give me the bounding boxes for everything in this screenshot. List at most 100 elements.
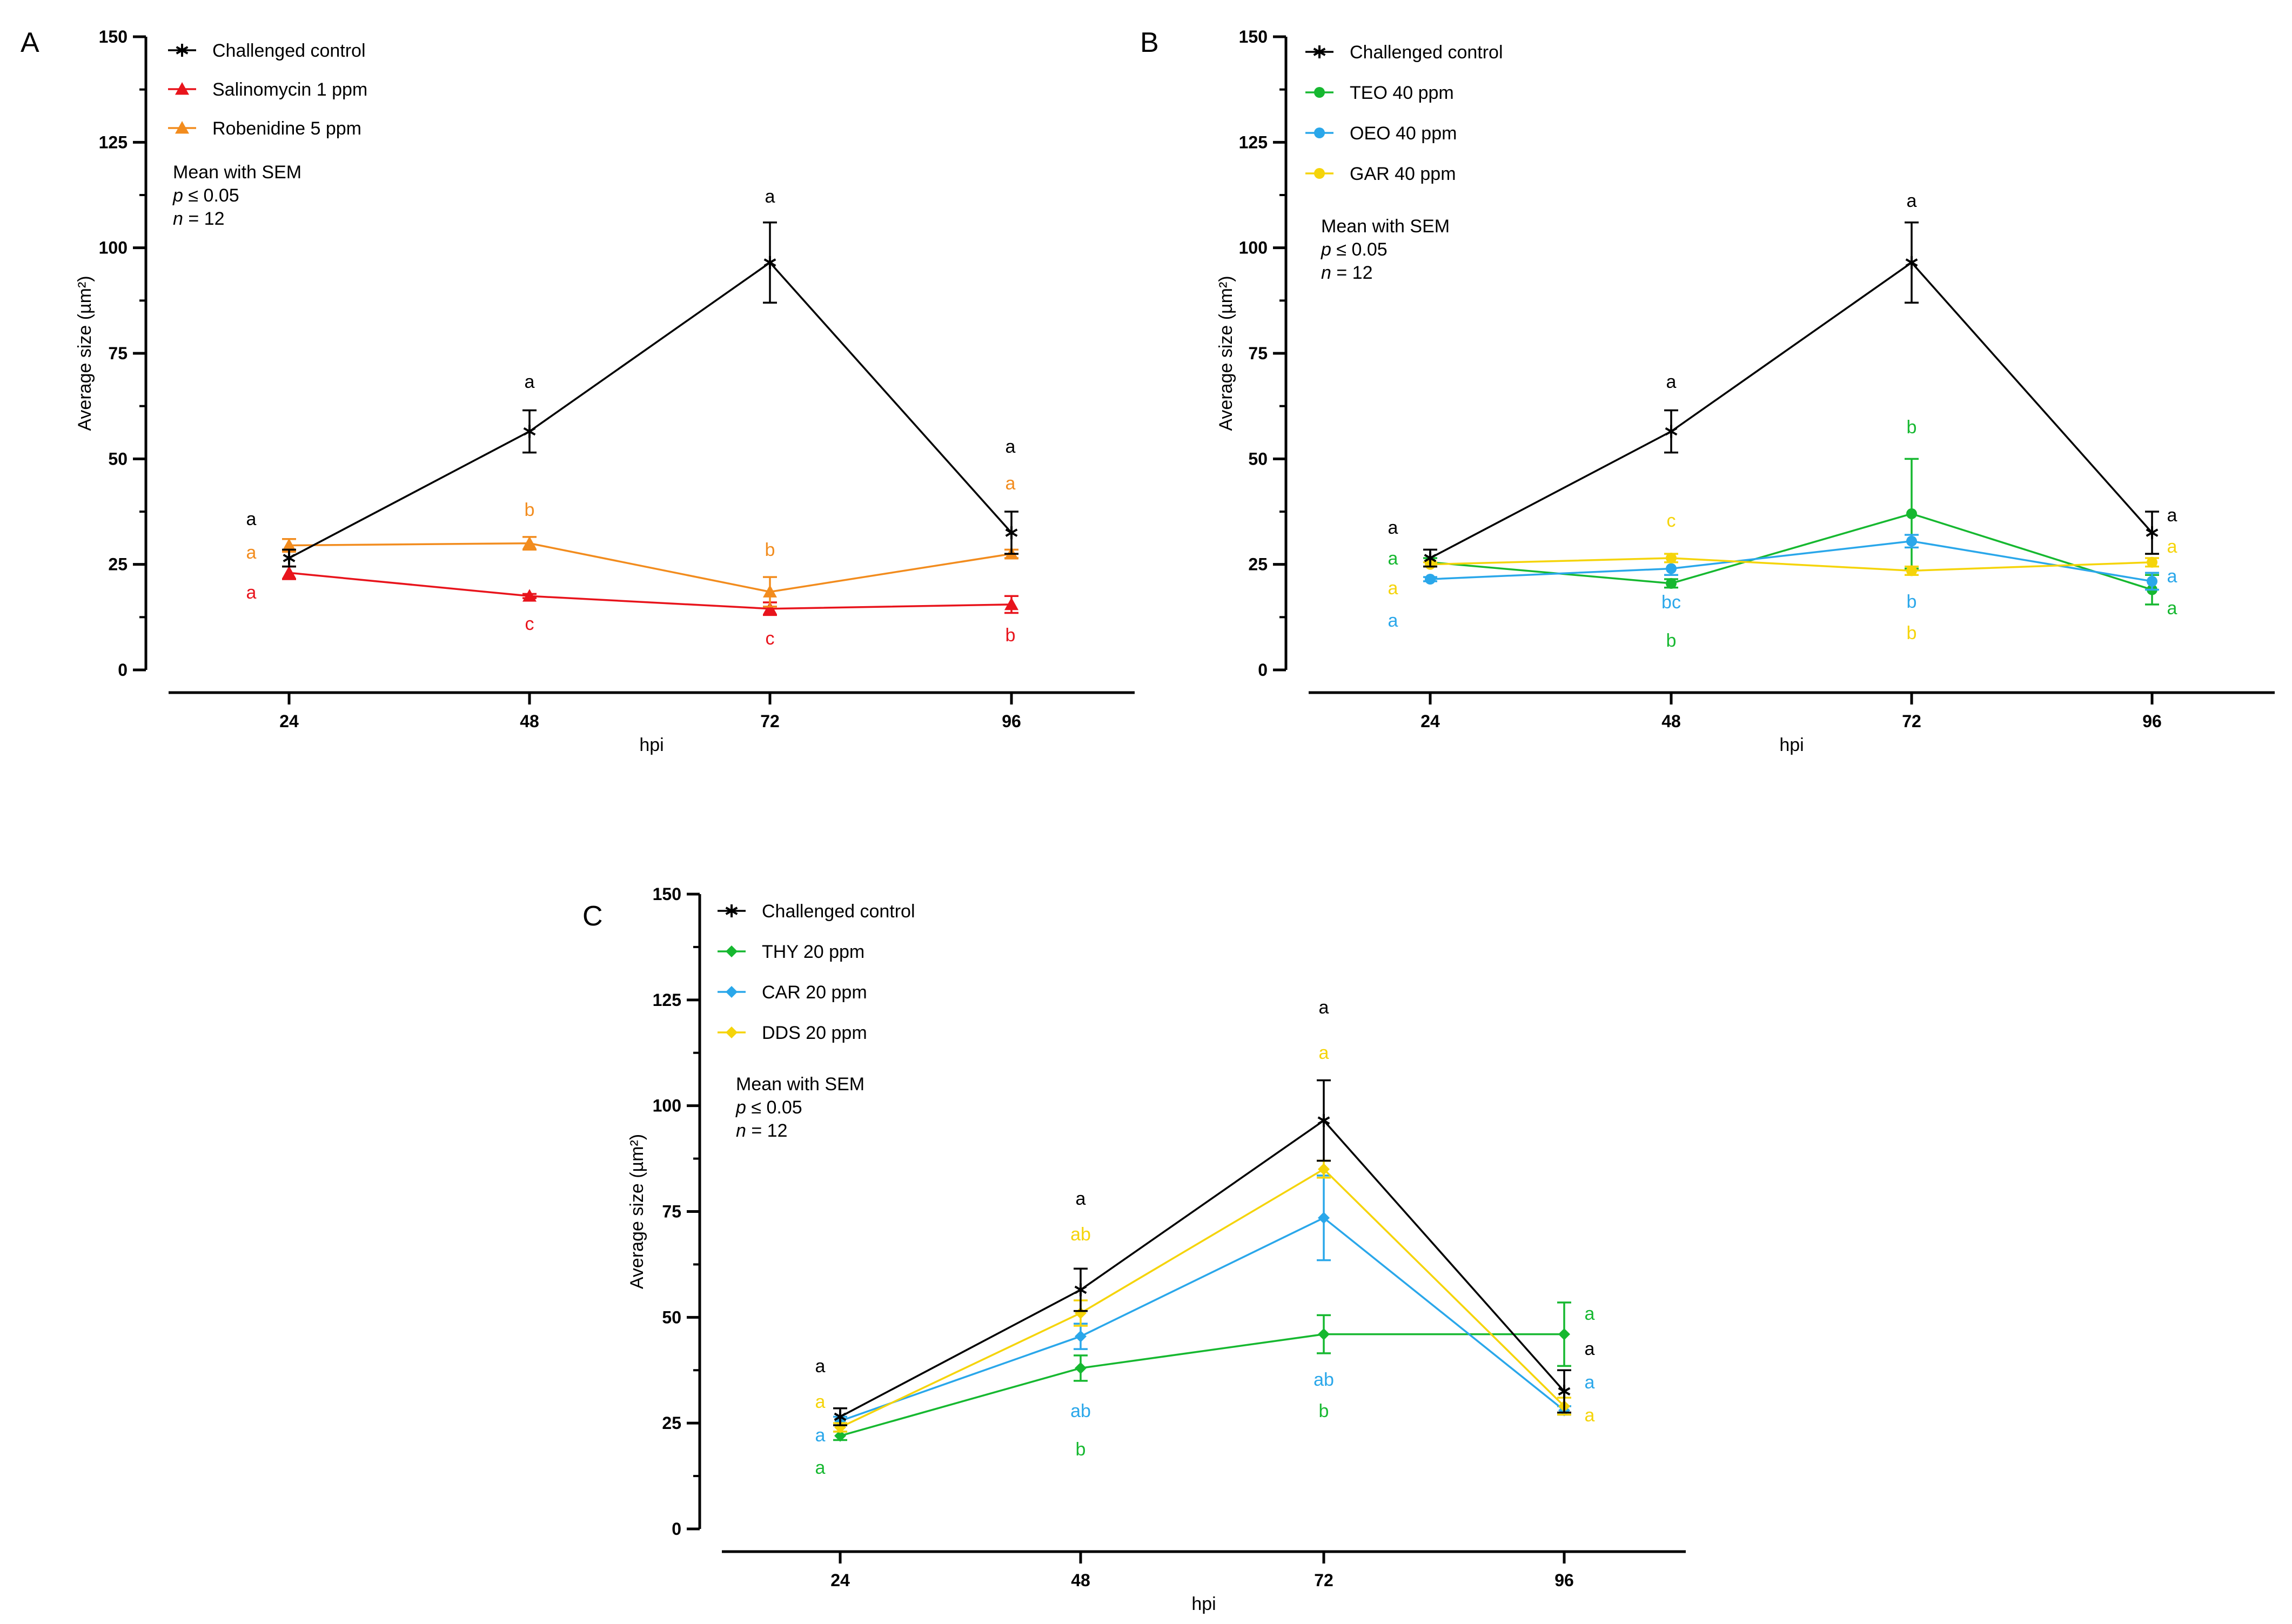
significance-letter: a [815,1356,826,1377]
series-challenged-control [282,222,1018,568]
data-point [763,256,776,270]
series-dds-20-ppm [833,1159,1571,1433]
significance-letter: b [1907,592,1917,612]
legend-marker-dds-20-ppm [718,1026,746,1038]
data-point [1905,256,1918,270]
significance-letter: b [1907,623,1917,643]
data-point [283,551,296,565]
y-tick-label: 100 [653,1096,681,1116]
data-point [1074,1283,1087,1297]
x-tick-label: 72 [760,712,780,731]
series-line [840,1167,1565,1428]
panel-a-chart: A 0 25 50 75 100 125 150 Average size (µm²) 24 48 7… [21,27,1135,755]
x-tick-label: 24 [830,1571,850,1590]
data-point [2147,556,2157,568]
series-line [1430,540,2153,582]
y-tick-label: 125 [99,132,128,152]
significance-letter: a [1388,548,1398,569]
y-tick-label: 150 [99,27,128,46]
series-line [1430,261,2153,559]
legend-marker-thy-20-ppm [718,945,746,957]
data-point [1665,425,1678,438]
x-tick-label: 72 [1314,1571,1333,1590]
data-point [1318,1212,1330,1224]
significance-letter: a [815,1458,826,1478]
y-tick-label: 125 [1239,132,1268,152]
legend-marker-robenidine-5-ppm [168,121,196,134]
significance-letter: a [765,186,775,207]
significance-letter: ab [1070,1224,1091,1245]
significance-letter: ab [1313,1370,1334,1390]
significance-letter: b [765,540,775,560]
x-tick-label: 24 [279,712,299,731]
stats-line-method: Mean with SEM [173,162,301,183]
legend-marker-teo-40-ppm [1305,87,1333,98]
x-axis-title: hpi [639,735,664,755]
legend-marker-gar-40-ppm [1305,168,1333,179]
significance-letter: a [815,1425,826,1446]
significance-letter: a [1076,1189,1086,1209]
significance-letter: a [815,1392,826,1412]
series-line [289,542,1012,593]
legend-label: Challenged control [1350,42,1503,63]
data-point [1906,535,1917,547]
legend-label: Robenidine 5 ppm [212,118,361,139]
series-line [1430,513,2153,591]
data-point [1005,526,1018,540]
significance-letter: a [1585,1372,1595,1393]
data-point [522,536,537,549]
series-line [289,572,1012,610]
data-point [1906,565,1917,576]
legend-marker-challenged-control [1305,45,1333,58]
stats-line-p: p ≤ 0.05 [1321,239,1388,260]
legend-marker-salinomycin-1-ppm [168,82,196,95]
y-tick-label: 50 [1248,449,1268,468]
legend-label: THY 20 ppm [762,942,864,962]
legend-label: TEO 40 ppm [1350,83,1454,103]
significance-letter: a [1006,437,1016,457]
y-tick-label: 25 [108,555,128,574]
panel-letter: A [21,27,39,58]
x-tick-label: 96 [1002,712,1021,731]
x-tick-label: 48 [520,712,539,731]
significance-letter: b [1319,1401,1329,1421]
significance-letter: a [246,509,257,529]
significance-letter: a [1006,473,1016,494]
y-tick-label: 0 [118,660,128,680]
series-line [840,1217,1565,1422]
y-tick-label: 0 [672,1519,681,1539]
x-tick-label: 48 [1661,712,1681,731]
data-point [1906,508,1917,519]
data-point [1424,551,1437,565]
y-tick-label: 25 [662,1413,681,1433]
significance-letter: a [525,372,535,392]
data-point [1558,1385,1571,1398]
significance-letter: a [246,542,257,563]
significance-letter: b [525,500,535,520]
y-tick-label: 75 [1248,344,1268,363]
data-point [763,585,777,598]
series-challenged-control [833,1079,1571,1426]
significance-letter: a [246,582,257,603]
data-point [1075,1330,1087,1343]
data-point [1666,563,1677,574]
significance-letter: b [1907,417,1917,438]
significance-letter: a [1388,610,1398,631]
y-tick-label: 0 [1258,660,1268,680]
y-tick-label: 150 [653,884,681,904]
significance-letter: a [2167,536,2177,557]
series-teo-40-ppm [1423,458,2159,606]
data-point [1666,552,1677,563]
stats-line-method: Mean with SEM [736,1074,864,1095]
data-point [1318,1163,1330,1176]
series-line [1430,557,2153,572]
x-axis-title: hpi [1191,1594,1216,1614]
y-tick-label: 100 [99,238,128,258]
y-tick-label: 150 [1239,27,1268,46]
legend-label: Challenged control [212,41,366,61]
significance-letter: bc [1661,592,1681,613]
significance-letter: b [1006,625,1016,646]
legend-marker-oeo-40-ppm [1305,127,1333,138]
series-line [289,261,1013,559]
